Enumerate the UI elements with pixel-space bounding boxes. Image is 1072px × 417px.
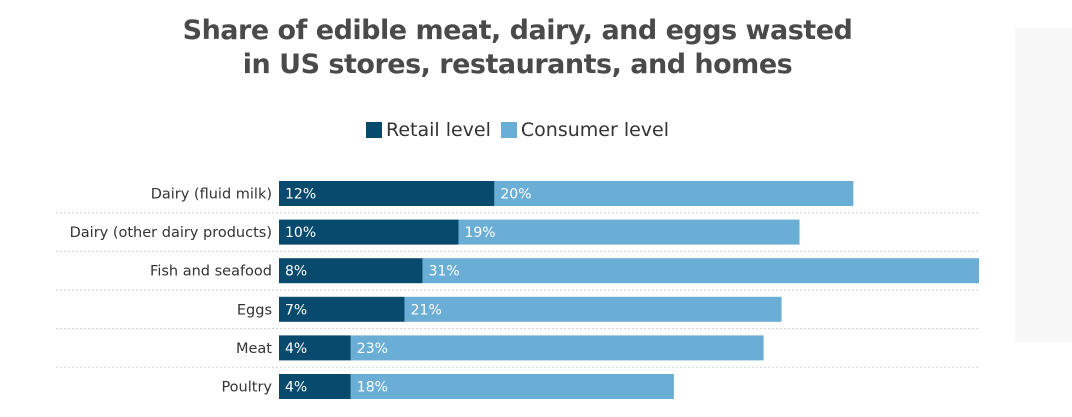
- chart-title: Share of edible meat, dairy, and eggs wa…: [0, 14, 1035, 82]
- bar-retail-level-poultry: [279, 374, 351, 399]
- bar-retail-level-meat: [279, 335, 351, 361]
- bar-consumer-level-fish-and-seafood: [422, 258, 980, 284]
- legend-label-consumer: Consumer level: [520, 119, 670, 141]
- bar-consumer-level-meat: [350, 335, 764, 361]
- data-label-consumer-level-fish-and-seafood: 31%: [429, 264, 460, 280]
- bar-consumer-level-dairy-fluid-milk: [494, 181, 854, 206]
- legend-swatch-retail: [365, 122, 382, 138]
- data-label-retail-level-dairy-other-dairy-products: 10%: [285, 225, 316, 241]
- bar-retail-level-eggs: [279, 296, 405, 322]
- category-label-eggs: Eggs: [237, 302, 272, 318]
- data-label-consumer-level-dairy-other-dairy-products: 19%: [464, 225, 495, 241]
- stacked-bar-chart: Dairy (fluid milk) 12% 20% Dairy (other dai…: [56, 181, 980, 399]
- data-label-consumer-level-dairy-fluid-milk: 20%: [500, 187, 531, 203]
- data-label-retail-level-poultry: 4%: [285, 380, 307, 396]
- category-label-meat: Meat: [236, 341, 272, 357]
- data-label-consumer-level-eggs: 21%: [411, 302, 442, 318]
- legend-item-consumer: Consumer level: [500, 119, 670, 141]
- side-panel: [1015, 28, 1072, 342]
- category-label-fish-and-seafood: Fish and seafood: [150, 264, 272, 280]
- legend-item-retail: Retail level: [365, 119, 491, 141]
- legend-label-retail: Retail level: [385, 119, 491, 141]
- bar-retail-level-dairy-other-dairy-products: [279, 219, 459, 245]
- bar-retail-level-fish-and-seafood: [279, 258, 423, 284]
- bar-consumer-level-eggs: [404, 296, 782, 322]
- data-label-retail-level-eggs: 7%: [285, 302, 307, 318]
- legend-swatch-consumer: [500, 122, 517, 138]
- data-label-retail-level-dairy-fluid-milk: 12%: [285, 187, 316, 203]
- data-label-retail-level-fish-and-seafood: 8%: [285, 264, 307, 280]
- category-label-poultry: Poultry: [221, 380, 272, 396]
- category-label-dairy-fluid-milk: Dairy (fluid milk): [151, 187, 272, 203]
- data-label-consumer-level-poultry: 18%: [357, 380, 388, 396]
- bar-consumer-level-dairy-other-dairy-products: [458, 219, 800, 245]
- bar-retail-level-dairy-fluid-milk: [279, 181, 495, 206]
- chart-title-line-2: in US stores, restaurants, and homes: [242, 49, 793, 80]
- chart-title-line-1: Share of edible meat, dairy, and eggs wa…: [182, 15, 853, 46]
- category-label-dairy-other-dairy-products: Dairy (other dairy products): [70, 225, 272, 241]
- chart-legend: Retail level Consumer level: [0, 119, 1035, 141]
- bar-consumer-level-poultry: [350, 374, 674, 399]
- data-label-retail-level-meat: 4%: [285, 341, 307, 357]
- data-label-consumer-level-meat: 23%: [357, 341, 388, 357]
